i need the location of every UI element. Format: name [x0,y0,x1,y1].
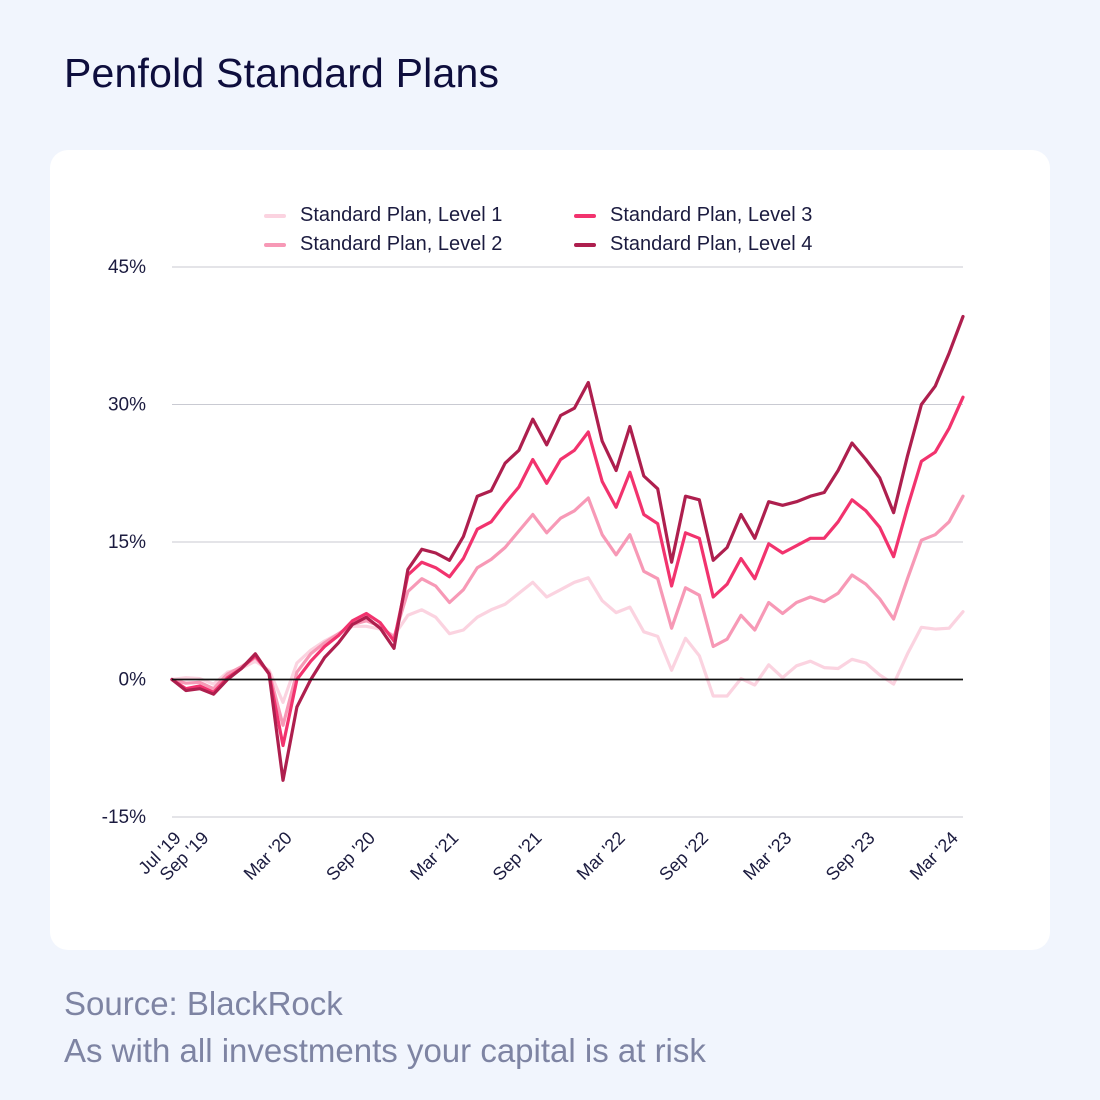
y-tick-label: 0% [119,670,147,691]
legend-label-level-1: Standard Plan, Level 1 [300,204,503,226]
legend-item-level-1: Standard Plan, Level 1 [264,204,502,227]
y-tick-label: 45% [108,257,146,278]
series-line-level-2 [170,494,965,727]
legend-swatch-level-3 [574,213,596,218]
legend-label-level-4: Standard Plan, Level 4 [610,233,813,255]
series-line-level-3 [170,395,965,748]
x-tick-label: Mar '23 [739,828,795,884]
x-tick-label: Mar '20 [240,828,296,884]
series-line-level-1 [170,576,965,705]
legend-item-level-3: Standard Plan, Level 3 [574,204,812,227]
legend-swatch-level-1 [264,213,286,218]
x-tick-label: Sep '23 [822,828,879,885]
y-tick-label: 30% [108,395,146,416]
series-line-level-4 [170,314,965,782]
x-tick-label: Mar '24 [906,828,962,884]
legend-item-level-2: Standard Plan, Level 2 [264,233,502,256]
x-tick-label: Mar '21 [406,828,462,884]
legend-swatch-level-2 [264,242,286,247]
x-tick-label: Mar '22 [573,828,629,884]
y-tick-label: -15% [102,807,146,828]
x-tick-label: Sep '21 [489,828,546,885]
source-note: Source: BlackRock [64,985,343,1022]
legend-label-level-3: Standard Plan, Level 3 [610,204,813,226]
x-tick-label: Sep '20 [322,828,379,885]
y-tick-label: 15% [108,532,146,553]
legend-label-level-2: Standard Plan, Level 2 [300,233,503,255]
x-tick-label: Sep '22 [655,828,712,885]
legend-swatch-level-4 [574,242,596,247]
page-title: Penfold Standard Plans [64,50,500,96]
risk-disclaimer: As with all investments your capital is … [64,1032,706,1069]
legend-item-level-4: Standard Plan, Level 4 [574,233,812,256]
